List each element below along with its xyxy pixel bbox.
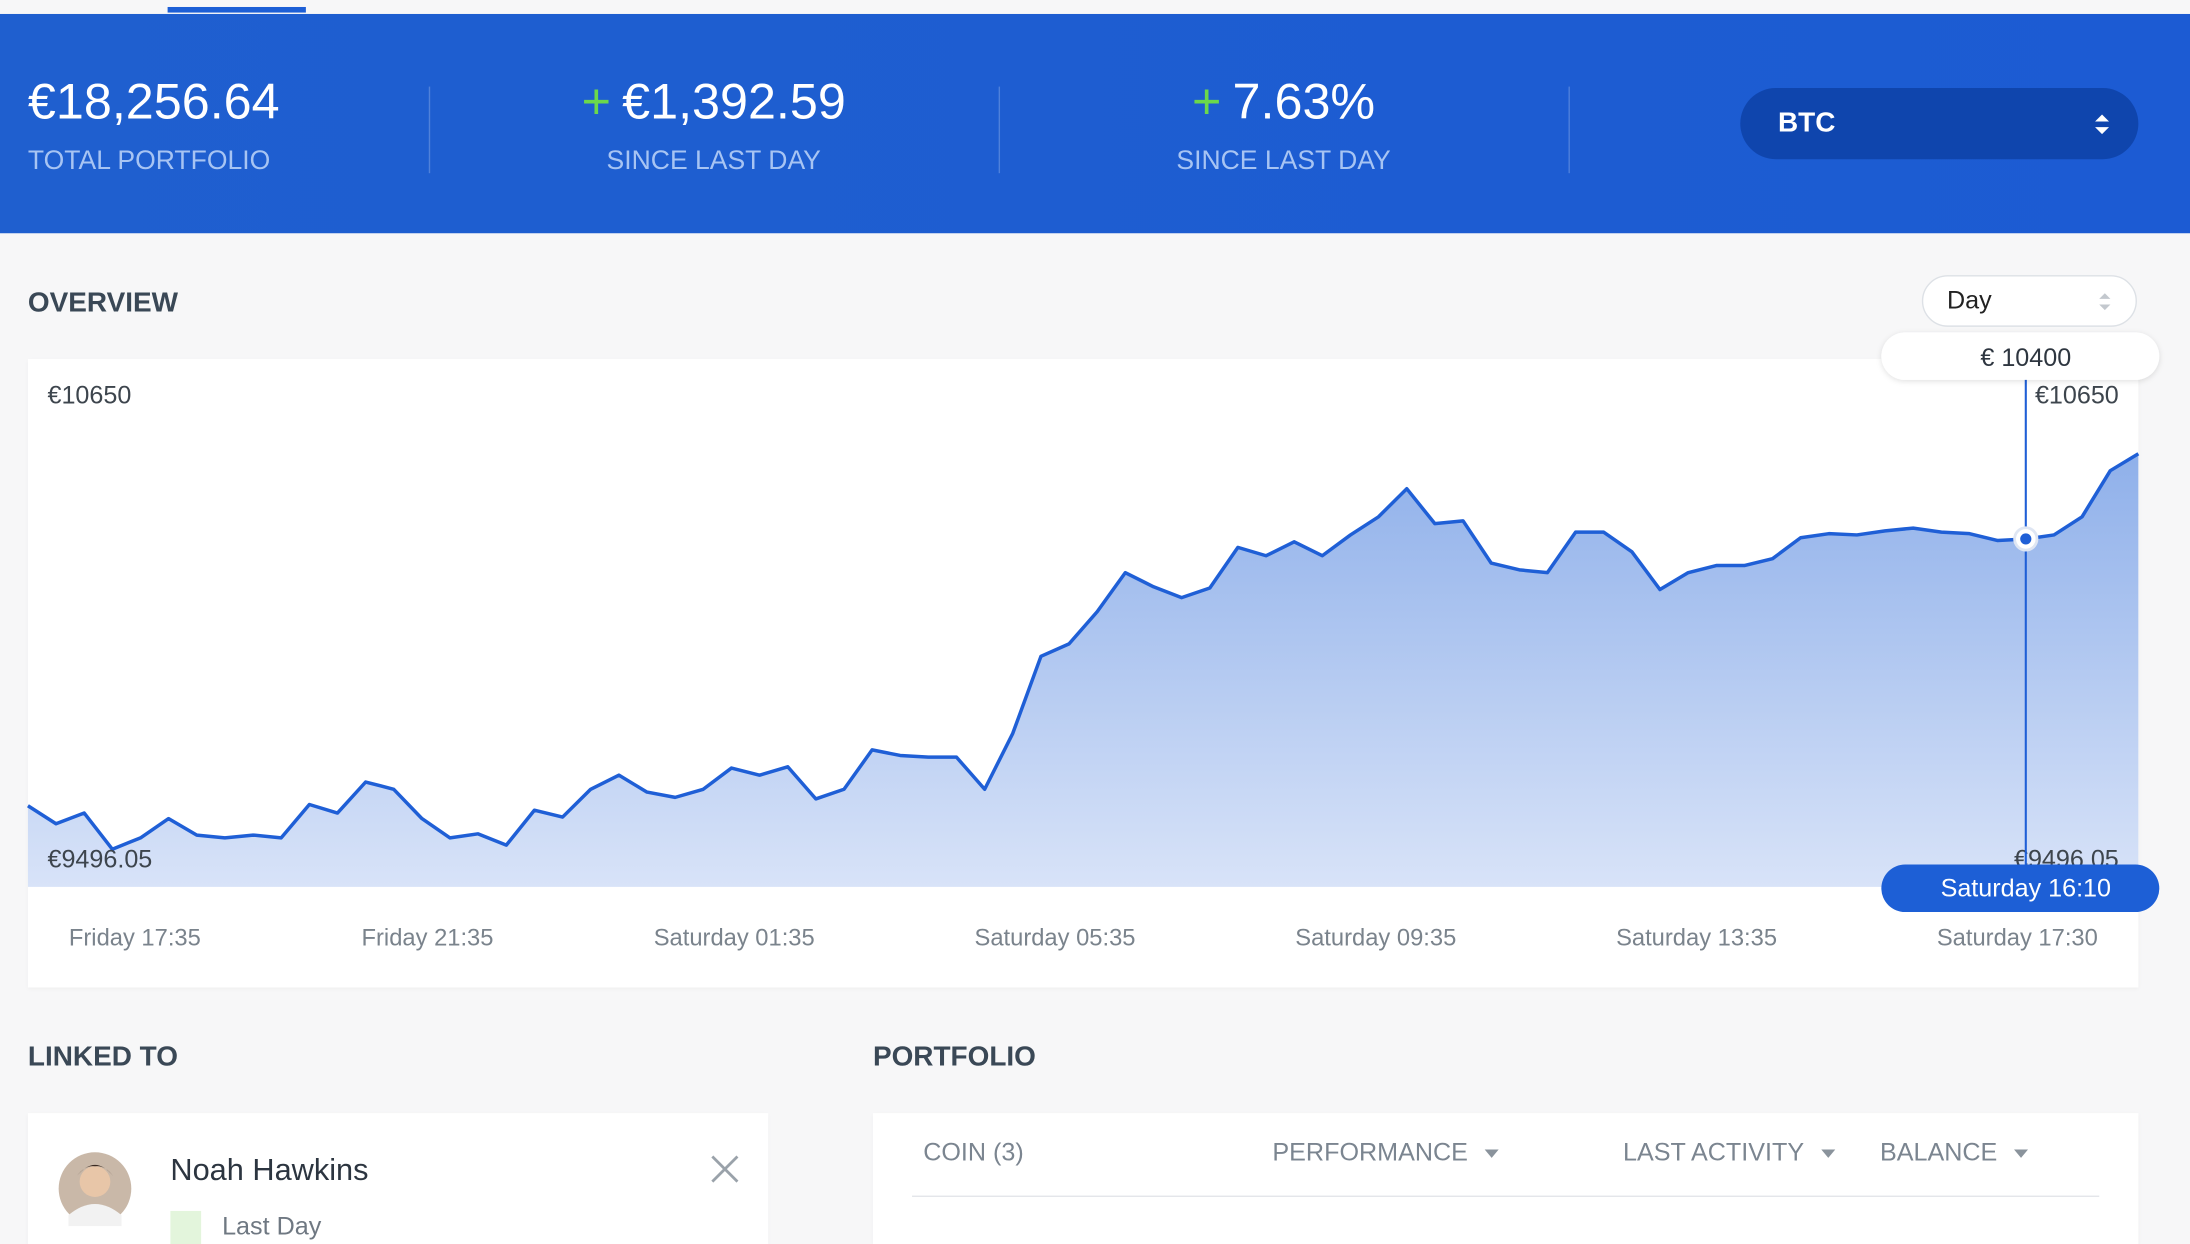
period-select[interactable]: Day <box>1921 275 2137 327</box>
tooltip-time: Saturday 16:10 <box>1941 875 2111 903</box>
x-tick-label: Friday 17:35 <box>69 926 201 952</box>
table-rule <box>912 1195 2100 1197</box>
currency: BTC <box>1777 107 1836 139</box>
sort-caret <box>1820 1149 1835 1159</box>
sign: + <box>581 72 611 130</box>
column-label: LAST ACTIVITY <box>1622 1138 1805 1167</box>
x-tick-label: Saturday 09:35 <box>1295 926 1456 952</box>
section-title: OVERVIEW <box>27 287 178 319</box>
sort-caret <box>1484 1149 1499 1159</box>
stat-value: + €1,392.59 <box>429 73 999 132</box>
sort-caret <box>2014 1149 2029 1159</box>
active-tab <box>167 6 306 13</box>
select-arrows <box>2095 114 2110 135</box>
column-header[interactable]: BALANCE <box>1879 1138 2029 1167</box>
x-tick-label: Friday 21:35 <box>362 926 494 952</box>
portfolio-card <box>872 1113 2139 1244</box>
sign: + <box>1191 72 1222 130</box>
currency-select[interactable]: BTC <box>1740 87 2139 160</box>
stat-value: €18,256.64 <box>27 72 280 130</box>
column-label: PERFORMANCE <box>1272 1138 1468 1167</box>
trend-badge <box>170 1210 202 1244</box>
x-tick-label: Saturday 01:35 <box>654 926 815 952</box>
section-title: PORTFOLIO <box>872 1041 1036 1073</box>
column-header[interactable]: LAST ACTIVITY <box>1623 1138 1835 1167</box>
avatar <box>58 1152 132 1227</box>
section-title: LINKED TO <box>27 1041 178 1073</box>
area <box>27 453 2139 887</box>
value: €1,392.59 <box>622 72 846 130</box>
x-tick-label: Saturday 17:30 <box>1937 926 2098 952</box>
user-name: Noah Hawkins <box>170 1152 369 1188</box>
user-period: Last Day <box>222 1212 322 1241</box>
stat-label: SINCE LAST DAY <box>606 146 821 176</box>
y-tick-label: €10650 <box>2035 382 2119 410</box>
y-tick-label: €10650 <box>47 382 131 410</box>
remove-button[interactable] <box>711 1155 739 1183</box>
stat-label: SINCE LAST DAY <box>1176 146 1391 176</box>
period: Day <box>1946 286 1992 315</box>
x-tick-label: Saturday 05:35 <box>975 926 1136 952</box>
line <box>26 452 2140 851</box>
divider <box>428 86 431 174</box>
select-arrows <box>2099 293 2111 311</box>
value: 7.63% <box>1232 72 1376 130</box>
time-tooltip <box>1881 864 2160 913</box>
stat-value: +7.63% <box>999 73 1569 132</box>
y-tick-label: €9496.05 <box>47 845 152 873</box>
column-header[interactable]: COIN (3) <box>923 1138 1024 1167</box>
x-tick-label: Saturday 13:35 <box>1616 926 1777 952</box>
divider <box>1568 86 1570 174</box>
linked-card: Noah Hawkins Last Day <box>27 1113 769 1244</box>
column-label: BALANCE <box>1879 1138 1998 1167</box>
cursor-dot <box>2020 533 2032 545</box>
column-header[interactable]: PERFORMANCE <box>1272 1138 1499 1167</box>
divider <box>998 86 1001 174</box>
stat-label: TOTAL PORTFOLIO <box>27 146 271 176</box>
tooltip-value: € 10400 <box>1980 344 2071 372</box>
value-tooltip <box>1881 332 2160 380</box>
